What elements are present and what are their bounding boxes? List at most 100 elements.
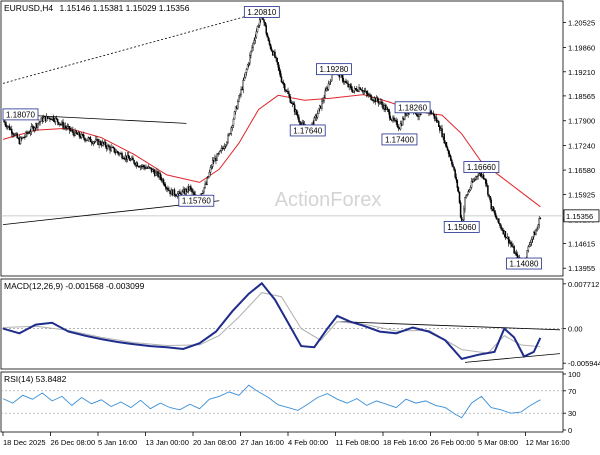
candle-body [202,191,204,194]
candle-body [223,145,226,149]
price-label-box [289,124,326,137]
candle-body [72,129,74,133]
candle-body [511,243,513,247]
macd-signal-line [2,292,541,354]
price-label: 1.15060 [443,221,480,233]
candle-body [350,86,353,90]
candle-body [490,199,492,210]
price-label-box [243,6,280,18]
price-label-box [443,221,480,233]
candle-body [253,40,255,44]
candle-body [54,117,57,122]
price-tick-label: 1.19860 [568,43,595,52]
candle-body [285,89,287,92]
price-tick-label: 1.13955 [568,264,595,273]
time-tick-label: 20 Jan 08:00 [193,438,236,447]
candle-body [75,130,77,134]
candle-body [49,117,51,120]
price-label-text: 1.17640 [293,126,322,135]
candle-body [83,134,85,139]
candle-body [467,191,470,195]
candle-body [80,133,83,138]
rsi-line [2,384,541,419]
price-label: 1.19280 [316,63,352,76]
candle-body [478,173,480,176]
candle-body [288,93,290,97]
candle-body [247,62,250,66]
candle-body [494,212,497,217]
candle-body [401,118,404,126]
candle-body [219,150,222,153]
candle-body [325,88,328,92]
candle-body [537,224,539,230]
candle-body [252,42,254,49]
candle-body [527,246,530,251]
candle-body [163,184,166,187]
moving-average [2,94,541,208]
current-price-label: 1.15356 [566,212,593,221]
candle-body [249,55,251,64]
candle-body [513,246,515,254]
candle-body [284,84,286,91]
candle-body [317,108,320,114]
candle-body [164,185,167,189]
candle-body [399,123,402,130]
candle-body [203,187,205,193]
candle-body [528,244,531,247]
candle-body [216,153,218,161]
candle-body [93,141,96,143]
candle-body [487,185,489,195]
candle-body [209,167,212,173]
candle-body [316,113,319,118]
candle-body [208,172,211,178]
candle-body [78,132,81,137]
candle-body [265,25,267,34]
candle-body [64,125,67,128]
candle-body [234,106,237,112]
candle-body [99,141,101,145]
price-label-text: 1.20810 [247,8,276,17]
candle-body [201,192,203,195]
macd-line [2,281,542,361]
candle-body [536,228,538,231]
candle-body [266,33,269,38]
candle-body [14,133,16,136]
candle-body [296,109,298,115]
candle-body [5,124,8,128]
candle-body [321,100,323,109]
candle-body [19,137,22,145]
candle-body [8,125,11,131]
candle-body [257,25,260,27]
candle-body [395,119,397,122]
candle-body [159,173,162,178]
price-label-box [394,101,431,114]
candle-body [466,194,468,197]
candle-body [452,163,454,168]
candle-body [190,186,192,190]
candle-body [280,76,283,83]
price-tick-label: 1.19210 [568,68,595,77]
candle-body [329,80,332,83]
candle-body [465,195,467,198]
candle-body [155,172,157,176]
candle-body [89,137,92,142]
candle-body [140,165,143,168]
candle-body [388,111,391,119]
candle-body [256,26,259,32]
time-tick-label: 27 Jan 16:00 [241,438,284,447]
candle-body [167,188,169,191]
candle-body [324,90,326,99]
candle-body [458,191,461,203]
candle-body [450,155,452,161]
candle-body [267,37,270,41]
candle-body [352,90,355,93]
time-tick-label: 5 Mar 08:00 [478,438,518,447]
candle-body [132,157,134,161]
candle-body [349,84,352,87]
candle-body [38,122,40,124]
candle-body [498,218,500,224]
candle-body [92,141,95,144]
candle-body [289,96,291,103]
candle-body [10,128,13,134]
